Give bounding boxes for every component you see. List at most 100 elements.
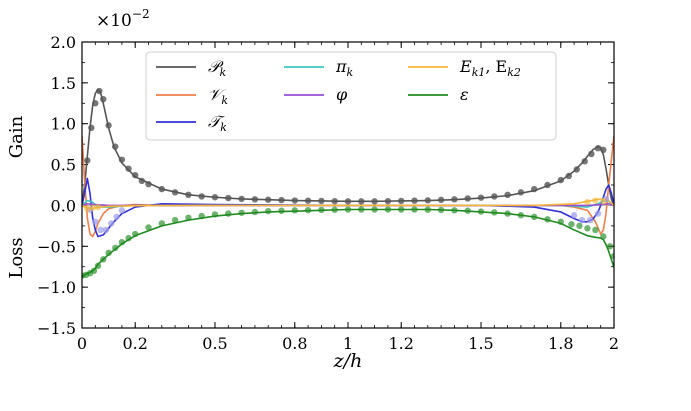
marker-0-12 xyxy=(158,185,165,193)
marker-0-33 xyxy=(437,196,445,204)
marker-2-1 xyxy=(92,218,99,225)
marker-3-4 xyxy=(592,197,599,204)
marker-0-14 xyxy=(185,191,192,199)
legend-name-6: ε xyxy=(460,85,469,104)
marker-2-6 xyxy=(118,207,126,214)
marker-0-24 xyxy=(318,197,325,205)
marker-0-28 xyxy=(371,198,378,205)
x-tick-label-8: 2 xyxy=(609,334,619,353)
marker-1-31 xyxy=(411,206,418,213)
marker-2-3 xyxy=(102,226,110,234)
marker-0-25 xyxy=(331,197,338,205)
marker-0-48 xyxy=(600,146,607,154)
y-tick-label-5: 1.0 xyxy=(51,115,76,134)
y-tick-label-1: −1.0 xyxy=(37,278,76,297)
y-tick-label-4: 0.5 xyxy=(51,156,76,175)
marker-1-19 xyxy=(251,208,259,216)
marker-0-40 xyxy=(531,185,538,193)
marker-0-34 xyxy=(451,196,458,203)
plot-frame xyxy=(81,41,615,329)
marker-0-32 xyxy=(424,197,431,204)
legend-sub-0: k xyxy=(220,66,227,79)
marker-1-28 xyxy=(371,206,378,213)
marker-3-5 xyxy=(600,198,607,205)
marker-1-44 xyxy=(576,222,583,230)
legend-extra-5: , E xyxy=(485,57,507,76)
marker-0-41 xyxy=(544,181,551,189)
marker-1-13 xyxy=(171,216,179,224)
marker-0-36 xyxy=(477,194,485,201)
marker-0-30 xyxy=(398,197,405,205)
marker-0-1 xyxy=(88,124,95,131)
marker-0-16 xyxy=(211,194,219,201)
marker-0-43 xyxy=(565,172,572,180)
x-tick-label-3: 0.8 xyxy=(282,334,307,353)
legend-box xyxy=(145,51,557,141)
y-tick-labels: −1.5 −1.0 −0.5 0.0 0.5 1.0 1.5 2.0 xyxy=(37,33,76,338)
legend-label-3: πk xyxy=(335,57,354,79)
marker-1-32 xyxy=(424,206,431,213)
marker-2-8 xyxy=(578,216,586,224)
multiplier-exponent: −2 xyxy=(132,7,150,21)
marker-1-14 xyxy=(185,214,192,221)
legend-sub-2: k xyxy=(220,121,227,134)
marker-1-27 xyxy=(358,206,365,213)
marker-1-9 xyxy=(125,234,132,242)
marker-0-13 xyxy=(171,189,179,196)
marker-2-2 xyxy=(97,226,104,234)
marker-1-36 xyxy=(477,208,485,215)
marker-3-2 xyxy=(94,203,102,211)
marker-1-29 xyxy=(384,206,392,213)
legend-label-5: Ek1, Ek2 xyxy=(459,57,521,79)
marker-0-46 xyxy=(588,150,595,158)
legend-label-6: ε xyxy=(460,85,469,104)
y-tick-label-2: −0.5 xyxy=(37,237,76,256)
marker-0-2 xyxy=(92,100,99,107)
marker-0-31 xyxy=(411,197,418,204)
marker-1-10 xyxy=(132,230,139,238)
marker-2-9 xyxy=(586,216,594,224)
marker-1-6 xyxy=(105,249,112,257)
marker-1-47 xyxy=(600,233,607,240)
multiplier-label: ×10−2 xyxy=(96,7,150,31)
marker-0-3 xyxy=(96,87,103,95)
legend-sub-3: k xyxy=(347,66,354,79)
marker-1-39 xyxy=(517,212,525,219)
marker-0-10 xyxy=(138,177,146,185)
marker-1-41 xyxy=(544,216,551,223)
marker-0-0 xyxy=(84,157,91,164)
marker-2-10 xyxy=(594,210,602,217)
marker-1-12 xyxy=(158,220,165,227)
marker-0-44 xyxy=(573,166,580,173)
marker-1-7 xyxy=(112,244,119,252)
marker-1-49 xyxy=(610,252,614,260)
marker-1-25 xyxy=(331,206,338,213)
marker-0-7 xyxy=(118,156,126,163)
marker-1-45 xyxy=(584,225,591,232)
marker-0-42 xyxy=(557,176,564,184)
legend-name-4: φ xyxy=(336,85,348,104)
marker-3-3 xyxy=(584,198,591,206)
marker-0-11 xyxy=(145,180,152,188)
marker-1-20 xyxy=(265,207,272,215)
marker-1-26 xyxy=(344,206,352,213)
marker-0-9 xyxy=(132,171,139,179)
legend-name-3: π xyxy=(335,57,347,76)
y-tick-label-0: −1.5 xyxy=(37,319,76,338)
legend-name-5: E xyxy=(459,57,472,76)
marker-1-40 xyxy=(531,213,538,221)
marker-1-35 xyxy=(464,207,471,214)
marker-1-33 xyxy=(437,206,445,214)
marker-0-19 xyxy=(251,196,259,203)
marker-1-34 xyxy=(451,207,458,214)
marker-1-38 xyxy=(504,210,511,217)
marker-3-1 xyxy=(89,204,96,212)
legend-label-4: φ xyxy=(336,85,348,104)
y-label-gain: Gain xyxy=(6,115,27,158)
x-tick-label-5: 1.2 xyxy=(388,334,413,353)
marker-2-7 xyxy=(570,212,578,219)
x-tick-label-7: 1.8 xyxy=(548,334,573,353)
marker-1-21 xyxy=(278,207,285,214)
